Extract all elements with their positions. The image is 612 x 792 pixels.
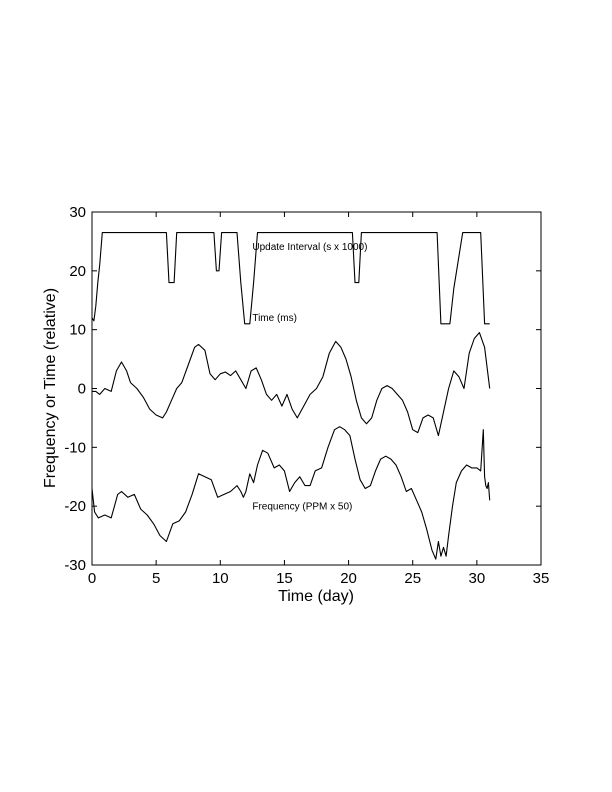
x-tick-label: 35 — [533, 570, 550, 587]
series-line-1 — [91, 232, 490, 325]
y-axis-label: Frequency or Time (relative) — [42, 288, 59, 488]
annotation-label: Update Interval (s x 1000) — [252, 242, 367, 253]
y-tick-label: -20 — [64, 498, 86, 515]
series-line-2 — [92, 332, 491, 437]
x-tick-label: 20 — [340, 570, 357, 587]
y-axis-ticks: 30 20 10 0 -10 -20 -30 — [64, 204, 541, 574]
annotation-label: Time (ms) — [252, 313, 297, 324]
x-tick-label: 25 — [404, 570, 421, 587]
annotations: Update Interval (s x 1000) Time (ms) Frequ… — [252, 242, 367, 512]
x-tick-label: 0 — [88, 570, 96, 587]
y-tick-label: 0 — [78, 381, 86, 398]
y-tick-label: 20 — [69, 263, 86, 280]
x-axis-label: Time (day) — [278, 588, 354, 605]
series-group — [91, 232, 491, 560]
series-line-3 — [91, 426, 491, 560]
y-tick-label: -10 — [64, 439, 86, 456]
x-tick-label: 5 — [152, 570, 160, 587]
x-tick-label: 10 — [212, 570, 229, 587]
y-tick-label: 30 — [69, 204, 86, 221]
x-tick-label: 30 — [469, 570, 486, 587]
x-axis-ticks: 0 5 10 15 20 25 30 35 — [88, 212, 550, 587]
x-tick-label: 15 — [276, 570, 293, 587]
y-tick-label: 10 — [69, 322, 86, 339]
y-tick-label: -30 — [64, 557, 86, 574]
annotation-label: Frequency (PPM x 50) — [252, 502, 352, 513]
